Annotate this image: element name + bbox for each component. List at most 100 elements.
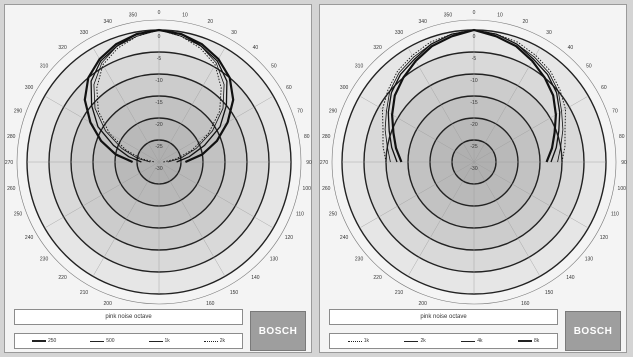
angle-tick-label: 320 — [58, 45, 67, 51]
angle-tick-label: 50 — [271, 64, 277, 70]
radial-tick-label: -30 — [470, 166, 477, 172]
angle-tick-label: 90 — [621, 160, 627, 166]
outer-rim — [16, 19, 302, 305]
angle-tick-label: 40 — [253, 45, 259, 51]
grid-spoke — [158, 47, 226, 163]
angle-tick-label: 50 — [586, 64, 592, 70]
grid-spoke — [158, 95, 274, 163]
angle-tick-label: 80 — [304, 134, 310, 140]
grid-spoke — [92, 161, 160, 277]
grid-spoke — [158, 161, 274, 229]
angle-tick-label: 300 — [340, 85, 349, 91]
angle-tick-label: 70 — [612, 109, 618, 115]
angle-tick-label: 230 — [40, 256, 49, 262]
angle-tick-label: 0 — [158, 10, 161, 16]
series-line — [93, 29, 225, 163]
angle-tick-label: 90 — [306, 160, 312, 166]
angle-tick-label: 210 — [395, 290, 404, 296]
angle-tick-label: 310 — [40, 64, 49, 70]
left-polar-plot: 0 10 20 30 40 50 60 70 80 90 100 110 120 130 140 150 160… — [5, 10, 312, 305]
legend-label: 2k — [219, 338, 226, 344]
legend-item: 8k — [517, 338, 539, 344]
angle-tick-label: 120 — [285, 235, 294, 241]
angle-tick-label: 140 — [251, 275, 260, 281]
radial-tick-label: -25 — [155, 144, 162, 150]
angle-tick-label: 110 — [296, 211, 304, 217]
outer-rim — [331, 19, 617, 305]
angle-tick-label: 100 — [618, 186, 627, 192]
angle-tick-label: 240 — [340, 235, 349, 241]
legend-label: 2k — [420, 338, 426, 344]
angle-tick-label: 80 — [619, 134, 625, 140]
right-caption: pink noise octave — [329, 309, 558, 325]
angle-tick-label: 280 — [322, 134, 331, 140]
angle-tick-label: 10 — [497, 12, 503, 18]
legend-swatch — [90, 340, 105, 342]
legend-label: 4k — [477, 338, 483, 344]
legend-swatch — [404, 340, 419, 342]
angle-tick-label: 300 — [25, 85, 34, 91]
bosch-logo: BOSCH — [250, 311, 306, 351]
right-legend: 1k 2k 4k 8k — [329, 333, 558, 349]
angle-tick-label: 230 — [355, 256, 364, 262]
angle-tick-label: 330 — [80, 30, 89, 36]
angle-tick-label: 120 — [600, 235, 609, 241]
grid-spoke — [473, 161, 589, 229]
grid-spoke — [473, 95, 589, 163]
radial-tick-label: 0 — [473, 34, 476, 40]
angle-tick-label: 340 — [104, 19, 113, 25]
radial-tick-label: -30 — [155, 166, 162, 172]
angle-tick-label: 130 — [270, 256, 279, 262]
legend-item: 2k — [203, 338, 226, 344]
angle-tick-label: 60 — [286, 85, 292, 91]
radial-tick-label: 0 — [158, 34, 161, 40]
angle-tick-label: 260 — [7, 186, 16, 192]
angle-tick-label: 20 — [523, 19, 529, 25]
angle-tick-label: 210 — [80, 290, 89, 296]
radial-tick-label: -15 — [470, 100, 477, 106]
angle-tick-label: 110 — [611, 211, 619, 217]
angle-tick-label: 130 — [585, 256, 594, 262]
angle-tick-label: 200 — [419, 301, 428, 305]
grid-spoke — [92, 47, 160, 163]
angle-tick-label: 350 — [444, 12, 453, 18]
grid-spoke — [473, 47, 541, 163]
grid-spoke — [359, 161, 475, 229]
radial-tick-label: -10 — [155, 78, 162, 84]
angle-tick-label: 330 — [395, 30, 404, 36]
radial-tick-label: -5 — [472, 56, 477, 62]
angle-tick-label: 280 — [7, 134, 16, 140]
grid-spoke — [407, 161, 475, 277]
angle-tick-label: 10 — [182, 12, 188, 18]
legend-label: 1k — [363, 338, 370, 344]
angle-tick-label: 290 — [14, 109, 23, 115]
angle-tick-label: 220 — [58, 275, 67, 281]
series-line — [390, 28, 558, 163]
angle-tick-label: 200 — [104, 301, 113, 305]
radial-tick-label: -20 — [155, 122, 162, 128]
radial-tick-label: -15 — [155, 100, 162, 106]
angle-tick-label: 150 — [545, 290, 554, 296]
legend-item: 1k — [148, 338, 170, 344]
radial-tick-label: -20 — [470, 122, 477, 128]
angle-tick-label: 320 — [373, 45, 382, 51]
legend-item: 250 — [31, 338, 57, 344]
legend-label: 1k — [164, 338, 170, 344]
angle-tick-label: 250 — [329, 211, 338, 217]
grid-spoke — [407, 47, 475, 163]
angle-tick-label: 160 — [206, 301, 215, 305]
grid-spoke — [44, 95, 160, 163]
legend-swatch — [461, 340, 476, 342]
legend-swatch — [203, 340, 218, 342]
legend-swatch — [347, 340, 362, 342]
grid-spoke — [473, 161, 541, 277]
angle-tick-label: 340 — [419, 19, 428, 25]
legend-item: 2k — [404, 338, 426, 344]
legend-label: 250 — [47, 338, 57, 344]
angle-tick-label: 250 — [14, 211, 23, 217]
radial-tick-label: -10 — [470, 78, 477, 84]
legend-swatch — [517, 340, 532, 342]
angle-tick-label: 310 — [355, 64, 364, 70]
angle-tick-label: 40 — [568, 45, 574, 51]
